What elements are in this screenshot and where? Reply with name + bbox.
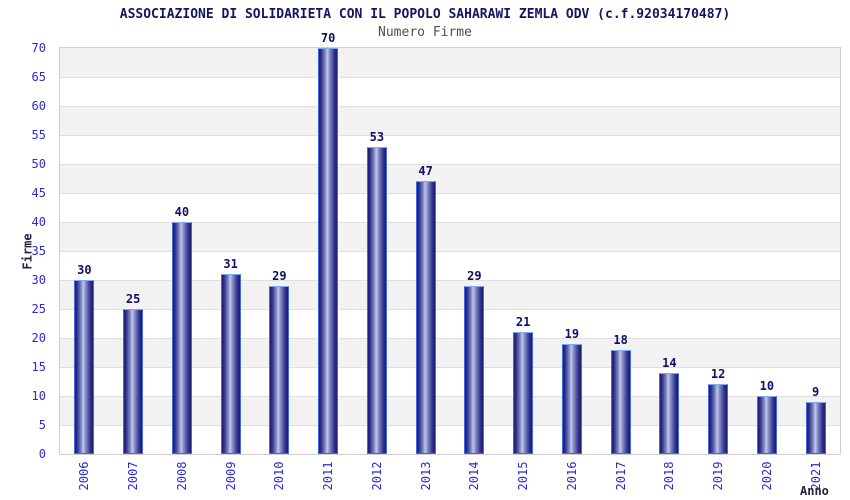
- x-tick-label: 2020: [759, 461, 774, 491]
- bar-2011: [318, 48, 339, 454]
- y-axis-ticks: 0 5 10 15 20 25 30 35 40 45 50 55 60 65 70: [0, 41, 52, 461]
- x-tick-label: 2015: [516, 461, 531, 491]
- x-tick-label: 2008: [174, 461, 189, 491]
- x-tick-label: 2018: [662, 461, 677, 491]
- plot-band: [60, 193, 840, 222]
- bar-2019: [708, 384, 729, 454]
- x-tick-label: 2014: [467, 461, 482, 491]
- bar-value-label: 29: [467, 269, 482, 283]
- bar-value-label: 10: [759, 379, 775, 393]
- plot-band: [60, 77, 840, 106]
- x-tick-label: 2009: [223, 461, 238, 491]
- y-tick-label: 5: [38, 418, 46, 432]
- y-tick-label: 70: [31, 41, 46, 55]
- x-tick-label: 2010: [272, 461, 287, 491]
- plot-area: 30 25 40 31 29 70 53 47 29 21 19 18 14 12 10 9: [59, 31, 841, 455]
- y-tick-label: 15: [31, 360, 46, 374]
- bar-value-label: 30: [77, 263, 92, 277]
- bar-value-label: 25: [125, 292, 141, 306]
- chart-title: ASSOCIAZIONE DI SOLIDARIETA CON IL POPOL…: [119, 7, 731, 22]
- y-axis-title: Firme: [20, 233, 35, 270]
- plot-band: [60, 135, 840, 164]
- bar-2010: [269, 286, 290, 454]
- plot-band: [60, 106, 840, 135]
- bar-value-label: 19: [564, 327, 580, 341]
- bar-2006: [74, 280, 95, 454]
- x-tick-label: 2006: [77, 461, 92, 491]
- bar-2021: [805, 402, 826, 454]
- y-tick-label: 65: [31, 70, 46, 84]
- bar-2014: [464, 286, 485, 454]
- plot-band: [60, 164, 840, 193]
- y-tick-label: 35: [31, 244, 46, 258]
- bar-2020: [756, 396, 777, 454]
- bar-value-label: 70: [320, 31, 336, 45]
- x-tick-label: 2013: [418, 461, 433, 491]
- chart-subtitle: Numero Firme: [378, 25, 472, 40]
- bar-value-label: 14: [662, 356, 677, 370]
- bar-value-label: 40: [174, 205, 190, 219]
- bar-2018: [659, 373, 680, 454]
- y-tick-label: 0: [38, 447, 46, 461]
- x-tick-label: 2017: [613, 461, 628, 491]
- bar-2017: [610, 350, 631, 454]
- bar-value-label: 47: [418, 164, 433, 178]
- bar-value-label: 53: [369, 130, 385, 144]
- bar-2013: [415, 181, 436, 454]
- bar-value-label: 18: [613, 333, 628, 347]
- plot-band: [60, 48, 840, 77]
- y-tick-label: 20: [31, 331, 46, 345]
- x-axis-ticks: 2006 2007 2008 2009 2010 2011 2012 2013 2014 2015…: [59, 456, 841, 500]
- bar-2009: [220, 274, 241, 454]
- y-tick-label: 25: [31, 302, 46, 316]
- y-tick-label: 30: [31, 273, 46, 287]
- y-tick-label: 55: [31, 128, 46, 142]
- bar-2007: [123, 309, 144, 454]
- bar-value-label: 31: [223, 257, 238, 271]
- x-tick-label: 2011: [321, 461, 336, 491]
- bar-value-label: 9: [812, 385, 820, 399]
- y-tick-label: 50: [31, 157, 46, 171]
- x-tick-label: 2012: [369, 461, 384, 491]
- y-tick-label: 10: [31, 389, 46, 403]
- x-tick-label: 2016: [564, 461, 579, 491]
- bar-2016: [561, 344, 582, 454]
- bar-value-label: 29: [272, 269, 287, 283]
- bar-value-label: 12: [710, 367, 726, 381]
- bar-2012: [366, 147, 387, 454]
- x-tick-label: 2019: [711, 461, 726, 491]
- bar-value-label: 21: [515, 315, 531, 329]
- bar-2015: [513, 332, 534, 454]
- y-tick-label: 45: [31, 186, 46, 200]
- y-tick-label: 40: [31, 215, 46, 229]
- bar-2008: [171, 222, 192, 454]
- x-tick-label: 2007: [126, 461, 141, 491]
- y-tick-label: 60: [31, 99, 46, 113]
- x-axis-title: Anno: [800, 484, 829, 498]
